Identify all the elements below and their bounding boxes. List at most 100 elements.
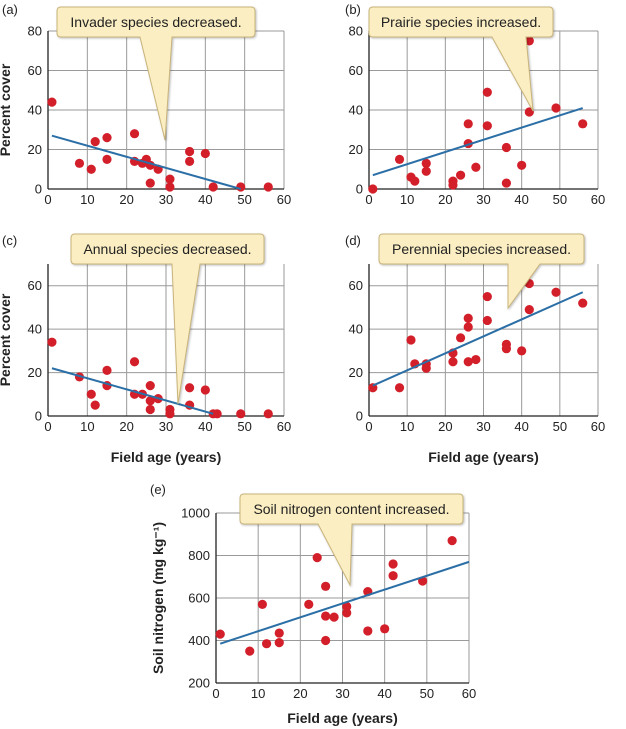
x-axis-label: Field age (years) [287,710,398,726]
data-point [368,184,378,194]
x-tick-label: 0 [44,192,51,207]
callout: Invader species decreased. [56,6,256,141]
x-tick-label: 10 [80,419,94,434]
data-point [380,624,390,634]
x-tick-label: 30 [335,686,349,701]
chart-panel: 0 10 20 30 40 50 60 0 20 40 60 (c) Annual species de… [0,233,291,465]
data-point [456,333,466,343]
data-point [329,612,339,622]
y-tick-label: 40 [349,322,363,337]
trend-line [219,560,470,645]
data-point [102,365,112,375]
data-point [421,158,431,168]
data-point [517,160,527,170]
trend-line [372,107,584,177]
panel-label: (d) [345,233,361,248]
data-point [312,553,322,563]
y-tick-label: 0 [35,409,42,424]
x-tick-label: 10 [400,192,414,207]
chart-panel: 0 10 20 30 40 50 60 0 20 40 60 80 (b) Prairie species… [345,2,605,207]
x-tick-label: 60 [462,686,476,701]
trend-line [51,134,242,190]
x-tick-label: 50 [420,686,434,701]
data-point [47,97,57,107]
y-tick-label: 1000 [181,506,210,521]
data-point [394,154,405,164]
y-tick-label: 20 [349,365,363,380]
data-point [262,639,272,649]
callout-shape [239,493,464,587]
x-tick-label: 30 [159,192,173,207]
x-tick-label: 10 [251,686,265,701]
data-point [200,385,210,395]
data-point [165,174,175,184]
x-tick-label: 50 [237,192,251,207]
x-tick-label: 10 [400,419,414,434]
y-axis-label: Soil nitrogen (mg kg⁻¹) [150,522,166,674]
x-tick-label: 40 [377,686,391,701]
data-point [185,156,195,166]
data-point [524,305,534,315]
y-axis-label: Percent cover [0,293,13,386]
y-tick-label: 40 [28,103,42,118]
x-tick-label: 40 [198,192,212,207]
data-point [482,291,492,302]
x-tick-label: 60 [591,192,605,207]
data-point [145,381,155,391]
y-tick-label: 0 [356,409,363,424]
x-tick-label: 40 [514,419,528,434]
panel-label: (e) [150,482,166,497]
x-tick-label: 30 [159,419,173,434]
data-point [165,409,175,419]
y-tick-label: 20 [28,365,42,380]
y-tick-label: 20 [349,142,363,157]
chart-panel: 0 10 20 30 40 50 60 0 20 40 60 (d) Perennial species… [345,233,605,465]
x-tick-label: 40 [514,192,528,207]
data-point [410,176,420,186]
callout-text: Perennial species increased. [392,241,571,257]
y-tick-label: 800 [188,548,210,563]
callout-shape [378,233,585,310]
data-point [74,158,85,168]
chart-panel: 0 10 20 30 40 50 60 0 20 40 60 80 (a) Invader species… [0,2,291,207]
x-tick-label: 0 [365,419,372,434]
x-tick-label: 50 [237,419,251,434]
data-point [524,107,534,117]
callout-text: Annual species decreased. [83,241,251,257]
y-tick-label: 60 [349,63,363,78]
x-tick-label: 10 [80,192,94,207]
data-point [304,599,314,609]
data-point [129,357,140,367]
callout: Soil nitrogen content increased. [239,493,464,587]
data-point [342,608,352,618]
x-tick-label: 20 [119,419,133,434]
x-tick-label: 0 [365,192,372,207]
data-point [245,646,255,656]
data-point [263,409,273,419]
panel-label: (b) [345,2,361,17]
y-axis-label: Percent cover [0,63,13,156]
callout: Prairie species increased. [368,6,554,112]
data-point [86,164,96,174]
data-point [482,87,492,97]
data-point [47,337,57,347]
data-point [551,103,561,113]
x-tick-label: 20 [293,686,307,701]
data-point [471,354,481,365]
data-point [274,628,284,638]
x-tick-label: 60 [277,419,291,434]
y-tick-label: 60 [28,63,42,78]
data-point [185,383,195,393]
data-point [463,322,473,332]
data-point [263,182,273,192]
y-tick-label: 0 [35,182,42,197]
data-point [321,581,331,591]
y-tick-label: 60 [28,278,42,293]
panel-label: (c) [2,233,17,248]
data-point [517,346,527,356]
callout-text: Prairie species increased. [381,14,541,30]
data-point [145,178,155,188]
x-axis-label: Field age (years) [428,449,539,465]
data-point [145,404,155,415]
data-point [257,599,267,609]
